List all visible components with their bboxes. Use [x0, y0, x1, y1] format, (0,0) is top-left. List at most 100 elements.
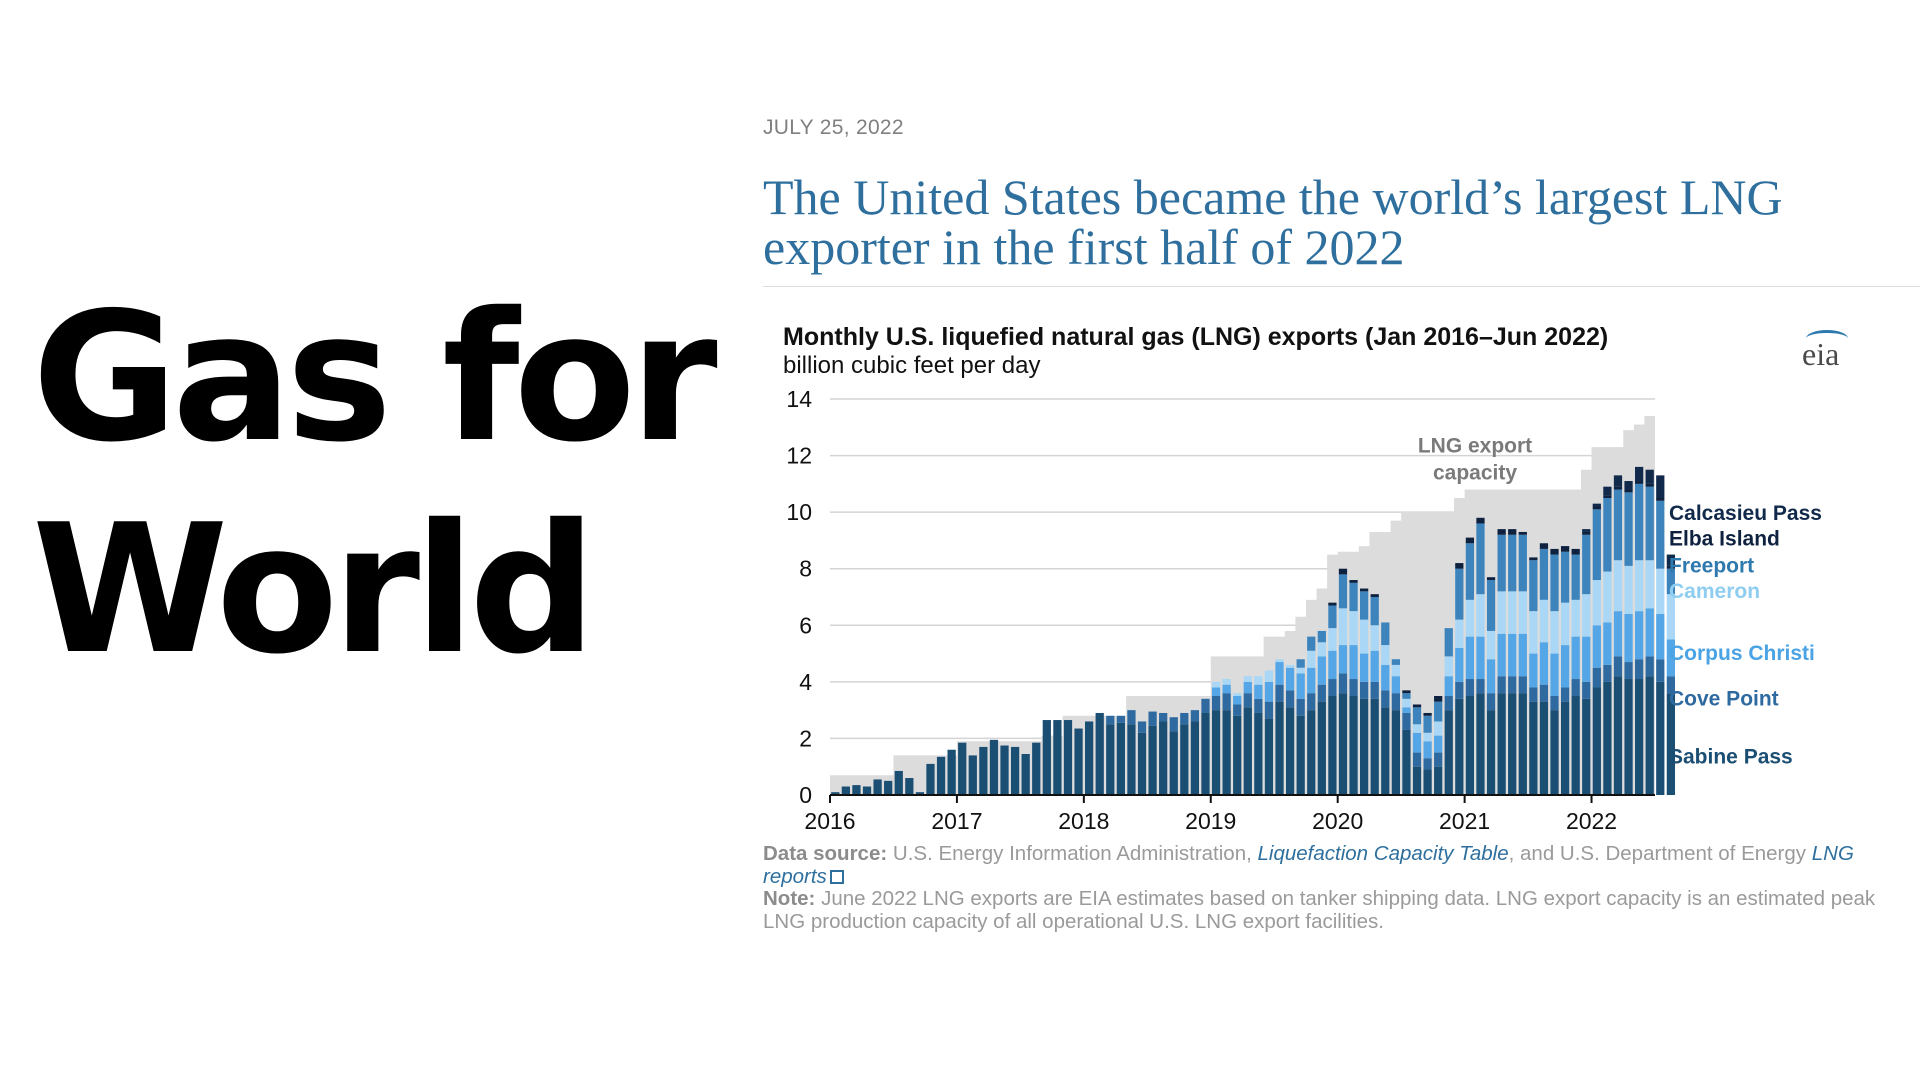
- bar-corpus-christi: [1370, 650, 1379, 682]
- bar-sabine-pass: [947, 749, 956, 795]
- bar-corpus-christi: [1497, 633, 1506, 677]
- bar-corpus-christi: [1275, 662, 1284, 685]
- bar-sabine-pass: [1645, 676, 1654, 795]
- x-tick-label: 2019: [1185, 808, 1236, 834]
- bar-sabine-pass: [1381, 707, 1390, 795]
- x-tick-label: 2016: [804, 808, 855, 834]
- lng-exports-chart: 0 2 4 6 8 10 12 14 2016 2017 2018 2019 2020 2021 2022 L…: [786, 386, 1822, 834]
- bar-cameron: [1434, 721, 1443, 736]
- bar-sabine-pass: [1603, 681, 1612, 795]
- bar-freeport: [1518, 534, 1527, 592]
- bar-elba-island: [1560, 546, 1570, 552]
- bar-cove-point: [1508, 676, 1517, 694]
- bar-elba-island: [1635, 481, 1644, 484]
- bar-cameron: [1497, 591, 1506, 634]
- bar-cove-point: [1381, 690, 1390, 708]
- bar-sabine-pass: [1285, 707, 1295, 795]
- bar-sabine-pass: [1360, 698, 1369, 795]
- bar-elba-island: [1455, 563, 1464, 569]
- lng-reports-link[interactable]: LNG reports: [763, 842, 1854, 888]
- bar-corpus-christi: [1444, 676, 1453, 696]
- bar-corpus-christi: [1412, 732, 1422, 753]
- bar-elba-island: [1486, 577, 1496, 581]
- liquefaction-capacity-table-link[interactable]: Liquefaction Capacity Table: [1257, 842, 1509, 865]
- bar-cove-point: [1222, 693, 1231, 711]
- bar-corpus-christi: [1656, 613, 1665, 660]
- bar-freeport: [1338, 574, 1348, 609]
- bar-sabine-pass: [1412, 766, 1422, 795]
- bar-calcasieu-pass: [1624, 481, 1633, 490]
- bar-cove-point: [1539, 684, 1549, 702]
- bar-elba-island: [1645, 483, 1654, 487]
- bar-elba-island: [1656, 498, 1665, 501]
- external-link-icon[interactable]: [829, 869, 844, 884]
- bar-cameron: [1349, 611, 1358, 646]
- data-source-label: Data source:: [763, 842, 888, 865]
- bar-freeport: [1550, 554, 1559, 612]
- bar-sabine-pass: [1571, 696, 1580, 795]
- bar-sabine-pass: [1613, 676, 1623, 795]
- bar-freeport: [1402, 693, 1411, 699]
- bar-sabine-pass: [1159, 721, 1168, 795]
- slide-title-line2: World: [32, 486, 597, 693]
- bar-sabine-pass: [968, 755, 977, 795]
- bar-freeport: [1360, 591, 1369, 620]
- bar-elba-island: [1666, 565, 1675, 569]
- bar-cove-point: [1349, 679, 1358, 696]
- bar-sabine-pass: [1169, 731, 1178, 795]
- bar-cove-point: [1338, 673, 1348, 694]
- bar-elba-island: [1349, 580, 1358, 583]
- bar-cove-point: [1211, 696, 1221, 711]
- bar-corpus-christi: [1243, 681, 1252, 694]
- bar-corpus-christi: [1381, 664, 1390, 691]
- bar-cameron: [1539, 599, 1549, 643]
- bar-cove-point: [1159, 712, 1168, 722]
- bar-cove-point: [1370, 681, 1379, 699]
- bar-elba-island: [1497, 529, 1506, 535]
- bar-sabine-pass: [1222, 710, 1231, 795]
- bar-sabine-pass: [1434, 766, 1443, 795]
- bar-sabine-pass: [1666, 693, 1675, 795]
- bar-cameron: [1444, 656, 1453, 677]
- bar-cameron: [1370, 625, 1379, 651]
- bar-cameron: [1518, 591, 1527, 634]
- bar-sabine-pass: [1042, 720, 1051, 795]
- bar-corpus-christi: [1402, 707, 1411, 713]
- bar-cove-point: [1116, 715, 1125, 723]
- bar-cove-point: [1296, 698, 1305, 716]
- bar-corpus-christi: [1582, 636, 1591, 682]
- bar-sabine-pass: [1264, 718, 1274, 795]
- bar-cameron: [1508, 591, 1517, 634]
- bar-calcasieu-pass: [1645, 469, 1654, 484]
- bar-sabine-pass: [1592, 687, 1601, 795]
- bar-cameron: [1603, 571, 1612, 623]
- bar-sabine-pass: [1328, 696, 1337, 795]
- bar-sabine-pass: [936, 756, 946, 795]
- bar-sabine-pass: [852, 785, 861, 795]
- y-tick-label: 8: [799, 556, 812, 582]
- bar-corpus-christi: [1264, 681, 1274, 702]
- bar-cove-point: [1264, 701, 1274, 719]
- bar-cameron: [1529, 611, 1538, 654]
- bar-sabine-pass: [979, 746, 988, 795]
- bar-corpus-christi: [1645, 608, 1654, 657]
- bar-sabine-pass: [1307, 710, 1316, 795]
- bar-cameron: [1560, 602, 1570, 646]
- bar-cameron: [1243, 676, 1252, 682]
- bar-cove-point: [1307, 693, 1316, 711]
- bar-calcasieu-pass: [1635, 466, 1644, 482]
- bar-freeport: [1635, 483, 1644, 561]
- note-text: June 2022 LNG exports are EIA estimates …: [763, 888, 1876, 932]
- bar-cameron: [1233, 693, 1242, 696]
- bar-cove-point: [1476, 679, 1485, 694]
- bar-cameron: [1423, 732, 1432, 742]
- bar-elba-island: [1582, 531, 1591, 535]
- bar-sabine-pass: [1201, 712, 1210, 795]
- x-tick-label: 2021: [1439, 808, 1490, 834]
- chart-note: Note: June 2022 LNG exports are EIA esti…: [763, 888, 1913, 932]
- bar-elba-island: [1571, 548, 1580, 555]
- legend-cove-point: Cove Point: [1669, 687, 1779, 710]
- bar-corpus-christi: [1455, 647, 1464, 682]
- bar-corpus-christi: [1592, 625, 1601, 668]
- bar-cameron: [1211, 681, 1221, 688]
